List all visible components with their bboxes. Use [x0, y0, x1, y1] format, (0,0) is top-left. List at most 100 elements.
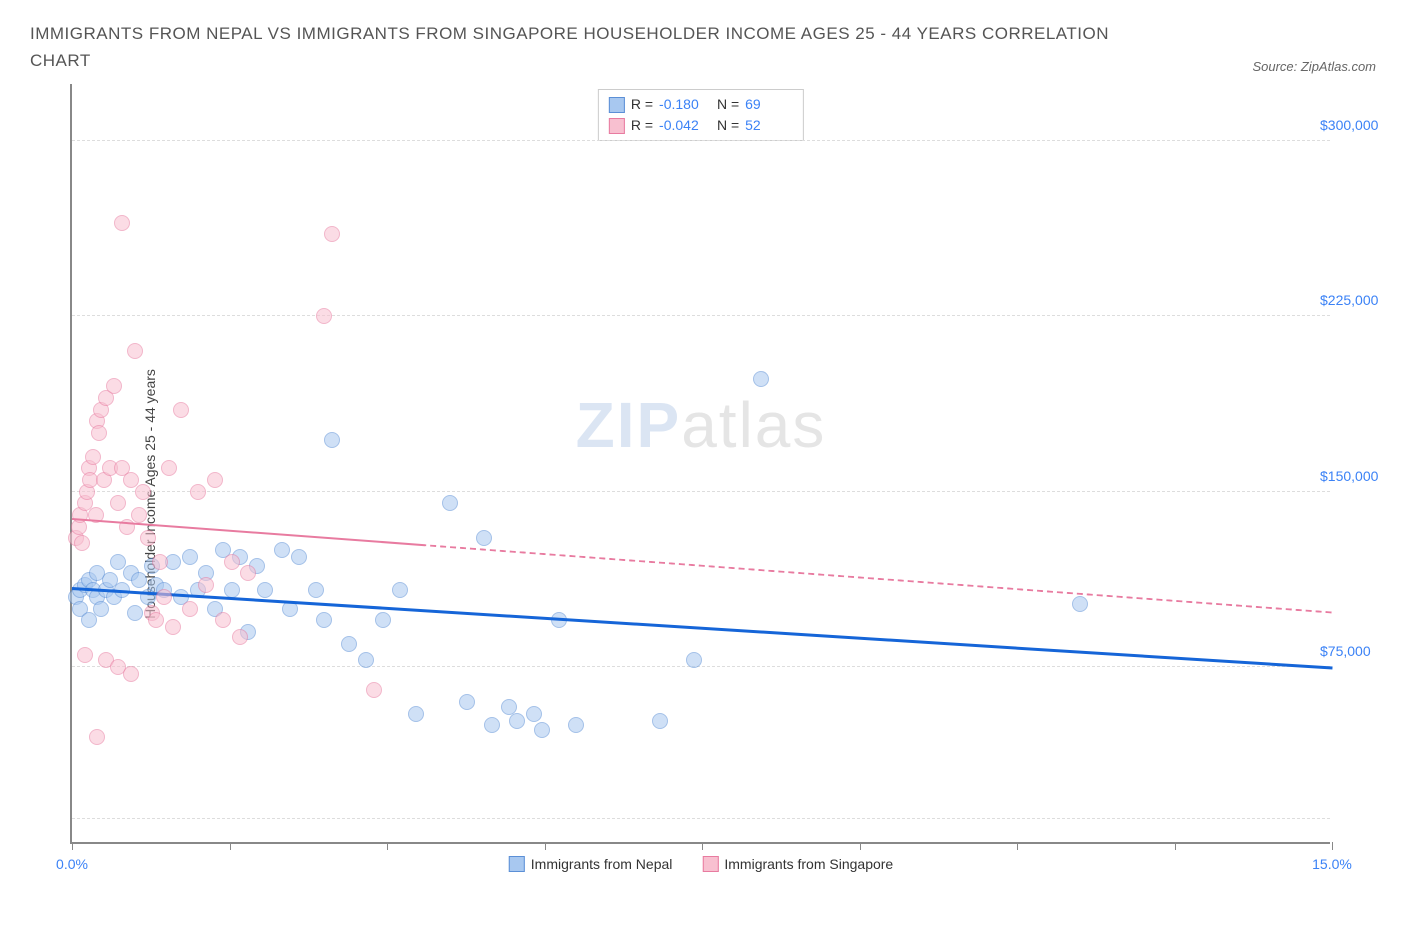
data-point — [207, 472, 223, 488]
gridline — [72, 818, 1330, 819]
legend-swatch — [702, 856, 718, 872]
data-point — [534, 722, 550, 738]
stats-legend: R = -0.180 N = 69 R = -0.042 N = 52 — [598, 89, 804, 141]
data-point — [215, 612, 231, 628]
legend-swatch — [509, 856, 525, 872]
x-tick — [1017, 842, 1018, 850]
data-point — [224, 554, 240, 570]
data-point — [358, 652, 374, 668]
data-point — [232, 629, 248, 645]
watermark: ZIPatlas — [576, 388, 827, 462]
data-point — [459, 694, 475, 710]
data-point — [127, 343, 143, 359]
legend-item: Immigrants from Singapore — [702, 856, 893, 872]
data-point — [182, 549, 198, 565]
data-point — [127, 605, 143, 621]
gridline — [72, 666, 1330, 667]
x-tick-label: 0.0% — [56, 856, 88, 872]
data-point — [135, 484, 151, 500]
data-point — [106, 378, 122, 394]
data-point — [291, 549, 307, 565]
data-point — [316, 308, 332, 324]
data-point — [375, 612, 391, 628]
y-tick-label: $225,000 — [1320, 292, 1390, 308]
data-point — [366, 682, 382, 698]
x-tick — [860, 842, 861, 850]
data-point — [274, 542, 290, 558]
stat-n-value: 69 — [745, 94, 793, 115]
series-legend: Immigrants from Nepal Immigrants from Sin… — [509, 856, 893, 872]
data-point — [686, 652, 702, 668]
data-point — [509, 713, 525, 729]
data-point — [81, 612, 97, 628]
y-tick-label: $150,000 — [1320, 468, 1390, 484]
data-point — [257, 582, 273, 598]
x-tick — [72, 842, 73, 850]
data-point — [148, 612, 164, 628]
stat-r-value: -0.042 — [659, 115, 707, 136]
data-point — [224, 582, 240, 598]
x-tick — [545, 842, 546, 850]
data-point — [182, 601, 198, 617]
legend-label: Immigrants from Singapore — [724, 856, 893, 872]
data-point — [324, 432, 340, 448]
legend-swatch — [609, 97, 625, 113]
x-tick-label: 15.0% — [1312, 856, 1352, 872]
gridline — [72, 491, 1330, 492]
data-point — [442, 495, 458, 511]
data-point — [123, 666, 139, 682]
data-point — [316, 612, 332, 628]
x-tick — [387, 842, 388, 850]
data-point — [152, 554, 168, 570]
gridline — [72, 140, 1330, 141]
y-tick-label: $300,000 — [1320, 117, 1390, 133]
stat-r-label: R = — [631, 115, 653, 136]
data-point — [89, 729, 105, 745]
x-tick — [1175, 842, 1176, 850]
data-point — [408, 706, 424, 722]
data-point — [308, 582, 324, 598]
data-point — [77, 647, 93, 663]
legend-label: Immigrants from Nepal — [531, 856, 673, 872]
x-tick — [230, 842, 231, 850]
data-point — [190, 484, 206, 500]
data-point — [476, 530, 492, 546]
data-point — [652, 713, 668, 729]
stat-n-label: N = — [713, 115, 739, 136]
data-point — [140, 530, 156, 546]
data-point — [341, 636, 357, 652]
x-tick — [1332, 842, 1333, 850]
data-point — [484, 717, 500, 733]
data-point — [568, 717, 584, 733]
stat-n-value: 52 — [745, 115, 793, 136]
data-point — [753, 371, 769, 387]
legend-swatch — [609, 118, 625, 134]
stats-row: R = -0.042 N = 52 — [609, 115, 793, 136]
gridline — [72, 315, 1330, 316]
trend-line — [72, 587, 1332, 669]
data-point — [240, 565, 256, 581]
data-point — [91, 425, 107, 441]
data-point — [161, 460, 177, 476]
data-point — [173, 402, 189, 418]
data-point — [526, 706, 542, 722]
data-point — [156, 589, 172, 605]
data-point — [1072, 596, 1088, 612]
legend-item: Immigrants from Nepal — [509, 856, 673, 872]
stat-r-value: -0.180 — [659, 94, 707, 115]
data-point — [93, 601, 109, 617]
correlation-chart: Householder Income Ages 25 - 44 years ZI… — [30, 84, 1376, 904]
data-point — [114, 215, 130, 231]
data-point — [110, 495, 126, 511]
data-point — [165, 619, 181, 635]
stat-n-label: N = — [713, 94, 739, 115]
stats-row: R = -0.180 N = 69 — [609, 94, 793, 115]
chart-title: IMMIGRANTS FROM NEPAL VS IMMIGRANTS FROM… — [30, 20, 1130, 74]
data-point — [74, 535, 90, 551]
x-tick — [702, 842, 703, 850]
stat-r-label: R = — [631, 94, 653, 115]
data-point — [198, 577, 214, 593]
data-point — [131, 507, 147, 523]
source-attribution: Source: ZipAtlas.com — [1252, 59, 1376, 74]
data-point — [324, 226, 340, 242]
